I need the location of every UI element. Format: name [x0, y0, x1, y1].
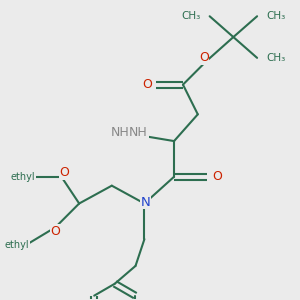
Text: O: O: [212, 170, 222, 183]
Text: NH: NH: [111, 126, 130, 139]
Text: CH₃: CH₃: [266, 53, 285, 63]
Text: O: O: [59, 166, 69, 179]
Text: ethyl: ethyl: [4, 240, 29, 250]
Text: ethyl: ethyl: [11, 172, 35, 182]
Text: O: O: [199, 51, 209, 64]
Text: N: N: [141, 196, 151, 208]
Text: O: O: [142, 78, 152, 91]
Text: NH: NH: [129, 126, 148, 139]
Text: O: O: [50, 225, 60, 238]
Text: CH₃: CH₃: [182, 11, 201, 21]
Text: CH₃: CH₃: [266, 11, 285, 21]
